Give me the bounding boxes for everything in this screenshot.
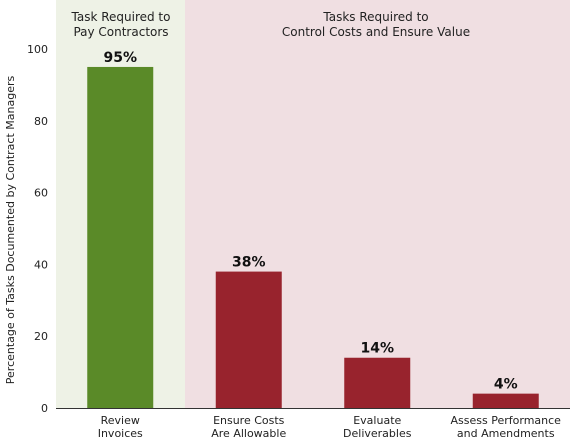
y-tick-label: 60 xyxy=(34,187,48,200)
x-category-label: Invoices xyxy=(98,427,143,440)
bar-value-label: 14% xyxy=(360,341,394,357)
y-tick-label: 20 xyxy=(34,330,48,343)
x-category-label: Review xyxy=(101,414,140,427)
y-tick-label: 40 xyxy=(34,258,48,271)
x-category-label: Ensure Costs xyxy=(213,414,285,427)
x-category-label: Assess Performance xyxy=(451,414,562,427)
x-category-label: Evaluate xyxy=(353,414,401,427)
y-tick-label: 80 xyxy=(34,115,48,128)
group-label-control-costs: Tasks Required to xyxy=(322,10,428,24)
bar xyxy=(344,357,411,408)
bar xyxy=(87,66,154,408)
group-label-pay-contractors-line2: Pay Contractors xyxy=(73,25,168,39)
y-tick-label: 100 xyxy=(27,43,48,56)
y-tick-label: 0 xyxy=(41,402,48,415)
group-label-control-costs-line2: Control Costs and Ensure Value xyxy=(282,25,470,39)
bar-value-label: 95% xyxy=(103,50,137,66)
bar xyxy=(215,271,282,408)
y-axis-ticks: 0 20 40 60 80 100 xyxy=(27,43,48,415)
x-category-label: Are Allowable xyxy=(211,427,286,440)
y-axis-label: Percentage of Tasks Documented by Contra… xyxy=(4,76,17,385)
x-category-label: and Amendments xyxy=(457,427,555,440)
bars: 95% 38% 14% 4% xyxy=(87,50,539,408)
x-category-label: Deliverables xyxy=(343,427,412,440)
group-label-pay-contractors: Task Required to xyxy=(71,10,171,24)
bar xyxy=(472,393,539,408)
bar-value-label: 4% xyxy=(494,377,518,393)
bar-value-label: 38% xyxy=(232,255,266,271)
